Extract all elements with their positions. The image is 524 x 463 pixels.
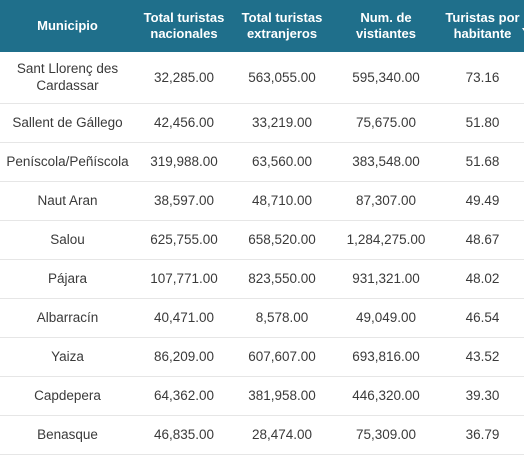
table-row: Benasque 46,835.00 28,474.00 75,309.00 3…: [0, 415, 524, 454]
table-row: Albarracín 40,471.00 8,578.00 49,049.00 …: [0, 298, 524, 337]
table-row: Pájara 107,771.00 823,550.00 931,321.00 …: [0, 259, 524, 298]
cell-nacionales: 107,771.00: [150, 271, 218, 286]
cell-extranjeros: 8,578.00: [255, 310, 309, 325]
cell-municipio: Sallent de Gállego: [12, 115, 123, 130]
cell-extranjeros: 63,560.00: [251, 154, 313, 169]
table-row: Salou 625,755.00 658,520.00 1,284,275.00…: [0, 220, 524, 259]
cell-por-habitante: 73.16: [465, 69, 500, 85]
cell-municipio: Sant Llorenç des Cardassar: [16, 61, 119, 94]
column-header-label: Municipio: [37, 18, 98, 33]
cell-nacionales: 40,471.00: [153, 310, 215, 325]
column-header-nacionales[interactable]: Total turistas nacionales: [135, 0, 233, 52]
table-header: Municipio Total turistas nacionales Tota…: [0, 0, 524, 52]
cell-por-habitante: 49.49: [465, 193, 500, 208]
table-row: Sallent de Gállego 42,456.00 33,219.00 7…: [0, 103, 524, 142]
column-header-label: Turistas por habitante: [445, 10, 520, 41]
table-body: Sant Llorenç des Cardassar 32,285.00 563…: [0, 52, 524, 454]
cell-nacionales: 64,362.00: [153, 388, 215, 403]
cell-visitantes: 1,284,275.00: [346, 232, 426, 247]
cell-por-habitante: 51.68: [465, 154, 500, 169]
cell-por-habitante: 36.79: [465, 427, 500, 442]
column-header-extranjeros[interactable]: Total turistas extranjeros: [233, 0, 331, 52]
cell-por-habitante: 43.52: [465, 349, 500, 364]
cell-extranjeros: 563,055.00: [248, 69, 316, 85]
cell-municipio: Peníscola/Peñíscola: [6, 154, 129, 169]
cell-municipio: Naut Aran: [37, 193, 98, 208]
column-header-label: Num. de vistiantes: [356, 10, 416, 41]
cell-extranjeros: 607,607.00: [248, 349, 316, 364]
cell-visitantes: 446,320.00: [352, 388, 420, 403]
cell-por-habitante: 48.67: [465, 232, 500, 247]
cell-visitantes: 87,307.00: [355, 193, 417, 208]
cell-visitantes: 931,321.00: [352, 271, 420, 286]
cell-extranjeros: 658,520.00: [248, 232, 316, 247]
cell-municipio: Benasque: [37, 427, 98, 442]
cell-nacionales: 32,285.00: [153, 69, 215, 85]
cell-municipio: Yaiza: [51, 349, 84, 364]
cell-nacionales: 46,835.00: [153, 427, 215, 442]
table-row: Sant Llorenç des Cardassar 32,285.00 563…: [0, 52, 524, 103]
table-row: Yaiza 86,209.00 607,607.00 693,816.00 43…: [0, 337, 524, 376]
cell-visitantes: 383,548.00: [352, 154, 420, 169]
cell-visitantes: 75,675.00: [355, 115, 417, 130]
cell-nacionales: 42,456.00: [153, 115, 215, 130]
cell-por-habitante: 39.30: [465, 388, 500, 403]
column-header-label: Total turistas extranjeros: [241, 10, 323, 41]
cell-municipio: Capdepera: [34, 388, 101, 403]
header-row: Municipio Total turistas nacionales Tota…: [0, 0, 524, 52]
cell-municipio: Salou: [50, 232, 85, 247]
cell-extranjeros: 33,219.00: [251, 115, 313, 130]
cell-visitantes: 595,340.00: [352, 69, 420, 85]
column-header-por-habitante[interactable]: Turistas por habitante: [441, 0, 524, 52]
cell-nacionales: 319,988.00: [150, 154, 218, 169]
cell-visitantes: 693,816.00: [352, 349, 420, 364]
column-header-label: Total turistas nacionales: [143, 10, 225, 41]
table-row: Peníscola/Peñíscola 319,988.00 63,560.00…: [0, 142, 524, 181]
cell-municipio: Pájara: [47, 271, 88, 286]
table-row: Capdepera 64,362.00 381,958.00 446,320.0…: [0, 376, 524, 415]
cell-por-habitante: 48.02: [465, 271, 500, 286]
cell-nacionales: 86,209.00: [153, 349, 215, 364]
cell-extranjeros: 823,550.00: [248, 271, 316, 286]
table-row: Naut Aran 38,597.00 48,710.00 87,307.00 …: [0, 181, 524, 220]
cell-extranjeros: 28,474.00: [251, 427, 313, 442]
cell-visitantes: 75,309.00: [355, 427, 417, 442]
cell-por-habitante: 51.80: [465, 115, 500, 130]
cell-nacionales: 625,755.00: [150, 232, 218, 247]
cell-nacionales: 38,597.00: [153, 193, 215, 208]
cell-por-habitante: 46.54: [465, 310, 500, 325]
cell-extranjeros: 48,710.00: [251, 193, 313, 208]
column-header-municipio[interactable]: Municipio: [0, 0, 135, 52]
cell-municipio: Albarracín: [36, 310, 99, 325]
column-header-visitantes[interactable]: Num. de vistiantes: [331, 0, 441, 52]
cell-extranjeros: 381,958.00: [248, 388, 316, 403]
cell-visitantes: 49,049.00: [355, 310, 417, 325]
sort-descending-icon[interactable]: [522, 28, 524, 34]
